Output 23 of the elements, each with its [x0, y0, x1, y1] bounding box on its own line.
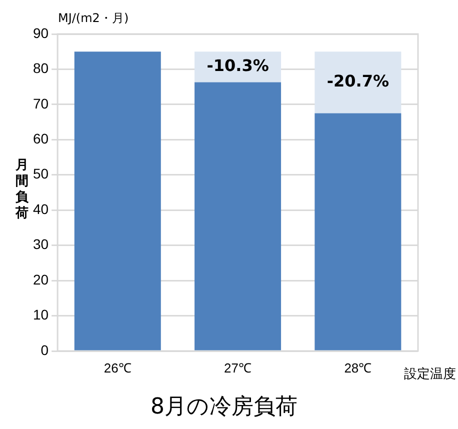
y-tick-label: 40 [32, 200, 49, 217]
bar [314, 52, 402, 114]
y-tick-label: 0 [40, 342, 49, 358]
bar [314, 113, 402, 350]
annotation: -10.3% [206, 56, 269, 76]
bar [74, 52, 161, 350]
y-tick-label: 80 [32, 60, 49, 76]
y-tick-label: 10 [32, 306, 49, 323]
text: MJ/(m2・月) [58, 10, 129, 27]
text: 8月の冷房負荷 [150, 394, 298, 420]
y-axis-title: 月間負荷 [14, 158, 30, 222]
x-tick-label: 28℃ [344, 360, 372, 376]
y-tick-label: 30 [32, 236, 49, 252]
bar [194, 82, 282, 350]
x-axis-title: 設定温度 [404, 366, 456, 383]
y-tick-label: 70 [32, 95, 49, 112]
y-tick-label: 60 [32, 130, 49, 147]
x-tick-label: 27℃ [224, 360, 252, 376]
y-tick-label: 20 [32, 271, 49, 288]
annotation: -20.7% [326, 72, 390, 91]
x-tick-label: 26℃ [104, 360, 132, 376]
y-tick-label: 50 [32, 166, 49, 182]
y-tick-label: 90 [32, 24, 49, 41]
